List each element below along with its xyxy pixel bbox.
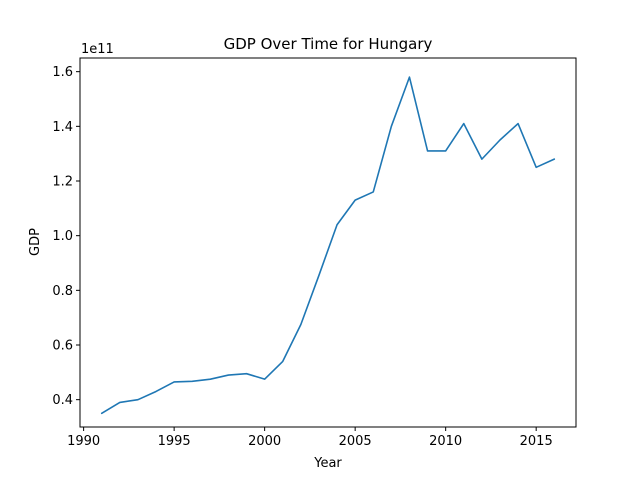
data-point xyxy=(535,166,538,169)
y-tick-label: 1.4 xyxy=(52,120,73,135)
data-point xyxy=(263,378,266,381)
data-point xyxy=(209,378,212,381)
data-point xyxy=(173,380,176,383)
data-point xyxy=(245,372,248,375)
data-point xyxy=(372,190,375,193)
data-point xyxy=(100,412,103,415)
x-tick-label: 1990 xyxy=(67,434,100,449)
data-point xyxy=(408,76,411,79)
data-point xyxy=(426,149,429,152)
series-line xyxy=(100,76,556,415)
y-tick-label: 0.6 xyxy=(52,339,73,354)
y-axis-label: GDP xyxy=(28,228,43,256)
data-point xyxy=(299,323,302,326)
data-point xyxy=(444,149,447,152)
data-point xyxy=(480,158,483,161)
data-point xyxy=(118,401,121,404)
x-tick-label: 2015 xyxy=(520,434,553,449)
chart-title: GDP Over Time for Hungary xyxy=(224,35,433,53)
x-axis: 1990 1995 2000 2005 2010 2015 xyxy=(67,427,553,449)
x-axis-label: Year xyxy=(313,456,342,471)
x-tick-label: 2000 xyxy=(248,434,281,449)
data-point xyxy=(281,360,284,363)
plot-area xyxy=(100,76,556,415)
y-tick-label: 1.6 xyxy=(52,65,73,80)
data-point xyxy=(155,390,158,393)
y-tick-label: 0.4 xyxy=(52,393,73,408)
data-point xyxy=(354,199,357,202)
data-point xyxy=(227,374,230,377)
y-tick-label: 1.0 xyxy=(52,229,73,244)
y-offset-label: 1e11 xyxy=(81,42,114,57)
x-tick-label: 2005 xyxy=(339,434,372,449)
data-point xyxy=(191,380,194,383)
x-tick-label: 1995 xyxy=(158,434,191,449)
data-point xyxy=(517,122,520,125)
x-tick-label: 2010 xyxy=(429,434,462,449)
y-tick-label: 1.2 xyxy=(52,175,73,190)
data-point xyxy=(390,125,393,128)
data-point xyxy=(336,223,339,226)
data-point xyxy=(136,398,139,401)
y-axis: 0.4 0.6 0.8 1.0 1.2 1.4 1.6 xyxy=(52,65,80,408)
data-point xyxy=(462,122,465,125)
data-point xyxy=(317,274,320,277)
y-tick-label: 0.8 xyxy=(52,284,73,299)
data-point xyxy=(498,139,501,142)
plot-frame xyxy=(79,57,577,428)
data-point xyxy=(553,158,556,161)
